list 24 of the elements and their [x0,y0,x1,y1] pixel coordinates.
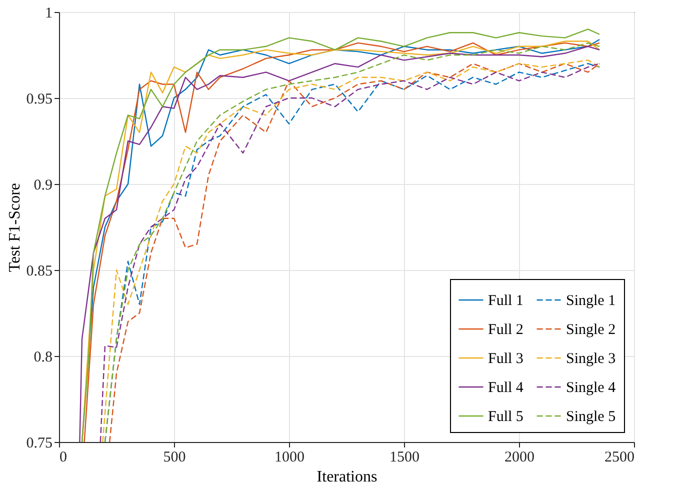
x-tick-label: 1500 [390,450,420,466]
legend-label: Single 3 [566,351,616,367]
legend-label: Full 5 [488,409,524,425]
y-tick-label: 1 [45,6,52,22]
legend-label: Full 2 [488,322,524,338]
legend-label: Full 3 [488,351,524,367]
x-tick-label: 0 [60,450,67,466]
x-axis-title: Iterations [316,468,378,486]
y-tick-label: 0.9 [34,178,52,194]
legend-label: Single 1 [566,293,616,309]
y-tick-label: 0.8 [34,350,52,366]
x-tick-label: 2000 [504,450,534,466]
x-tick-label: 500 [163,450,186,466]
y-tick-label: 0.85 [26,264,52,280]
legend-label: Single 2 [566,322,616,338]
legend-label: Single 4 [566,380,616,396]
legend-label: Full 1 [488,293,524,309]
y-axis-title: Test F1-Score [6,182,24,272]
y-tick-label: 0.75 [26,436,52,452]
y-tick-label: 0.95 [26,92,52,108]
legend-label: Full 4 [488,380,524,396]
x-tick-label: 1000 [274,450,304,466]
x-tick-label: 2500 [604,450,634,466]
legend-label: Single 5 [566,409,616,425]
